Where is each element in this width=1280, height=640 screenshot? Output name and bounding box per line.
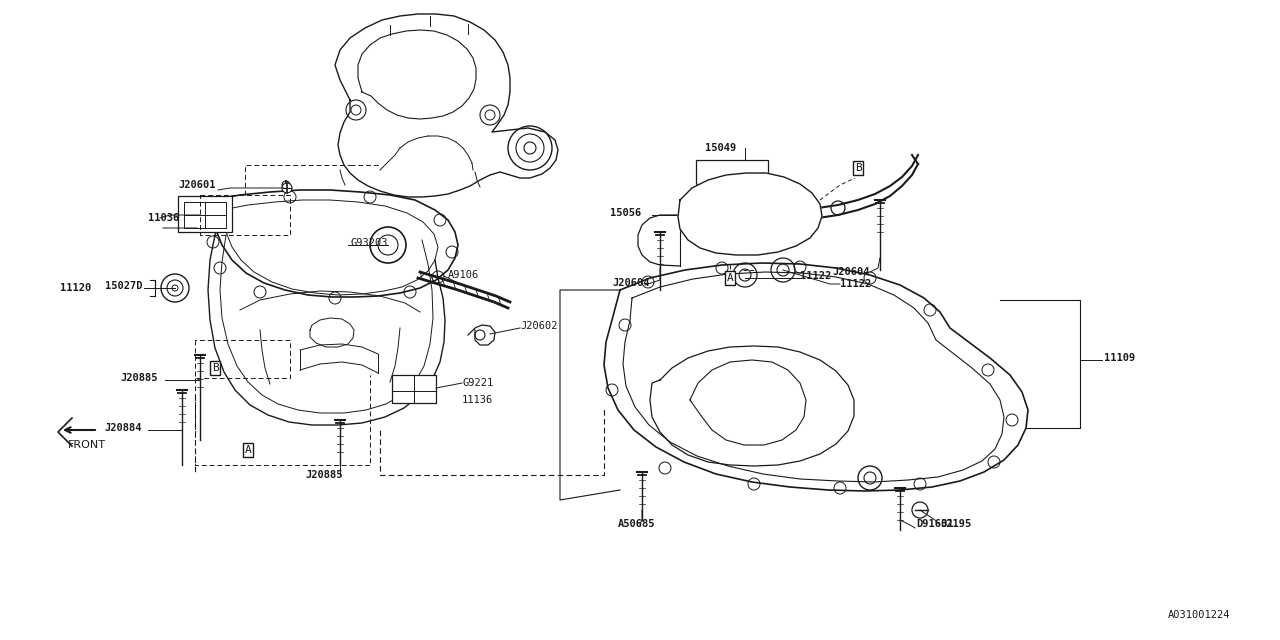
Text: J20601: J20601 bbox=[178, 180, 215, 190]
Text: 15056: 15056 bbox=[611, 208, 641, 218]
Text: 11122: 11122 bbox=[800, 271, 831, 281]
Text: G9221: G9221 bbox=[462, 378, 493, 388]
Text: A: A bbox=[244, 445, 251, 455]
Text: 32195: 32195 bbox=[940, 519, 972, 529]
Polygon shape bbox=[604, 263, 1028, 491]
Text: D91601: D91601 bbox=[916, 519, 954, 529]
Text: J20604: J20604 bbox=[832, 267, 869, 277]
Circle shape bbox=[282, 183, 292, 193]
Text: A: A bbox=[727, 273, 733, 283]
Text: J20885: J20885 bbox=[305, 470, 343, 480]
Bar bbox=[184, 202, 227, 228]
Text: 11109: 11109 bbox=[1103, 353, 1135, 363]
Text: J20884: J20884 bbox=[104, 423, 142, 433]
Text: 11122: 11122 bbox=[840, 279, 872, 289]
Polygon shape bbox=[678, 173, 822, 255]
Polygon shape bbox=[335, 14, 558, 197]
Bar bbox=[392, 375, 436, 403]
Text: FRONT: FRONT bbox=[68, 440, 106, 450]
Text: 11136: 11136 bbox=[462, 395, 493, 405]
Text: G93203: G93203 bbox=[349, 238, 388, 248]
Text: 11036: 11036 bbox=[148, 213, 179, 223]
Text: A50685: A50685 bbox=[618, 519, 655, 529]
Text: J20885: J20885 bbox=[120, 373, 157, 383]
Circle shape bbox=[282, 181, 291, 189]
Text: B: B bbox=[211, 363, 219, 373]
Text: A9106: A9106 bbox=[448, 270, 479, 280]
Text: B: B bbox=[855, 163, 861, 173]
Text: J20604: J20604 bbox=[612, 278, 649, 288]
Bar bbox=[696, 160, 768, 184]
Polygon shape bbox=[210, 190, 458, 297]
Bar bbox=[178, 196, 232, 232]
Text: 15049: 15049 bbox=[705, 143, 736, 153]
Text: A031001224: A031001224 bbox=[1167, 610, 1230, 620]
Text: J20602: J20602 bbox=[520, 321, 558, 331]
Text: 15027D: 15027D bbox=[105, 281, 142, 291]
Text: 11120: 11120 bbox=[60, 283, 91, 293]
